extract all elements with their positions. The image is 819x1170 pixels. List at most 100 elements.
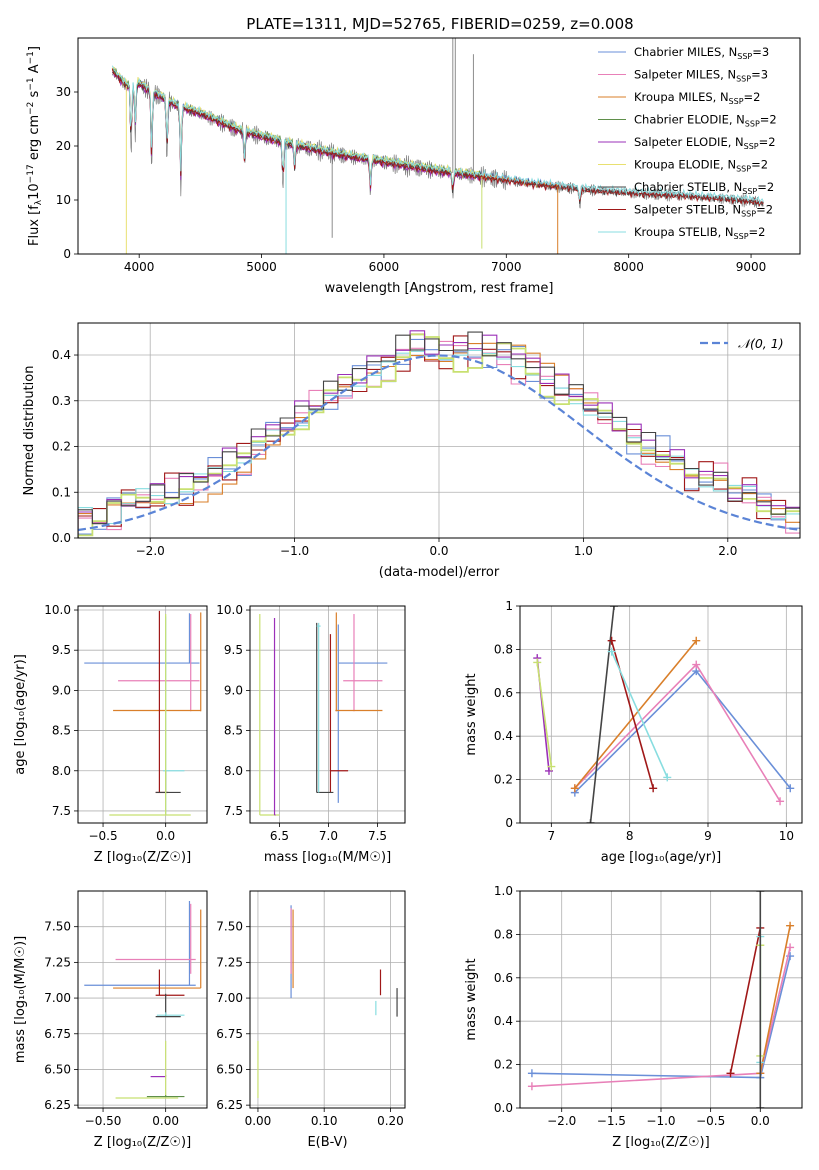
model-spectrum-kroupa-elodie	[111, 66, 483, 188]
weight-marker	[607, 636, 616, 645]
plot-area	[111, 38, 764, 254]
z-weight-panel: −2.0 −1.5 −1.0 −0.5 0.0 0.0 0.2 0.4 0.6 0.8 1.0 Z […	[464, 884, 803, 1150]
axes-frame	[249, 890, 406, 1109]
y-axis-label: mass [log₁₀(M/M☉)]	[13, 936, 28, 1063]
legend-subscript: SSP	[737, 52, 752, 61]
legend-text: Salpeter ELODIE, N	[634, 135, 744, 149]
y-tick-label: 6.50	[44, 1062, 71, 1076]
histogram-chabrier-stelib	[78, 331, 800, 538]
y-label-part: 10	[27, 183, 42, 200]
x-tick-label: −2.0	[547, 1114, 576, 1128]
model-spectrum-kroupa-miles	[111, 67, 559, 189]
y-label-part: erg cm	[27, 115, 42, 164]
weight-marker	[586, 819, 595, 823]
legend-tail: =2	[760, 113, 777, 127]
y-tick-label: 1	[505, 599, 513, 613]
x-tick-label: −1.5	[597, 1114, 626, 1128]
y-tick-label: 8.0	[224, 764, 243, 778]
y-tick-label: 6.25	[216, 1098, 243, 1112]
plot-area	[84, 900, 202, 1099]
y-tick-label: 0.4	[494, 1014, 513, 1028]
y-tick-label: 9.5	[224, 643, 243, 657]
mass-age-panel: 6.5 7.0 7.5 7.5 8.0 8.5 9.0 9.5 10.0 mass [log₁₀(…	[216, 603, 406, 865]
legend-tail: =2	[751, 158, 768, 172]
x-tick-label: 2.0	[718, 544, 737, 558]
y-tick-label: 7.5	[52, 804, 71, 818]
x-tick-label: 0.20	[377, 1114, 404, 1128]
y-tick-label: 30	[56, 85, 71, 99]
weight-marker	[786, 943, 795, 952]
x-tick-label: 7	[548, 829, 556, 843]
legend-entry: Salpeter ELODIE, NSSP=2	[634, 135, 776, 151]
x-tick-label: 9000	[736, 260, 767, 274]
y-tick-label: 9.0	[52, 683, 71, 697]
gaussian-curve	[78, 354, 800, 532]
plot-area	[533, 606, 795, 823]
weight-marker	[607, 647, 616, 656]
y-tick-label: 0	[63, 247, 71, 261]
y-tick-label: 0.0	[494, 1101, 513, 1115]
y-label-part: A	[27, 64, 42, 77]
y-axis-label: age [log₁₀(age/yr)]	[13, 654, 28, 775]
x-axis-label: mass [log₁₀(M/M☉)]	[264, 850, 391, 865]
legend-subscript: SSP	[745, 120, 760, 129]
x-tick-label: 8	[626, 829, 634, 843]
x-tick-label: 0.0	[156, 829, 175, 843]
legend-entry: 𝒩(0, 1)	[738, 336, 784, 351]
y-tick-label: 6.50	[216, 1062, 243, 1076]
y-tick-label: 7.5	[224, 804, 243, 818]
z-mass-panel: −0.50 0.00 6.25 6.50 6.75 7.00 7.25 7.50 Z [log₁…	[13, 890, 208, 1150]
weight-line-kroupa-miles	[759, 925, 791, 1074]
weight-line-chabrier-miles	[574, 669, 791, 794]
legend-entry: Salpeter STELIB, NSSP=2	[634, 203, 773, 219]
y-tick-label: 7.00	[216, 991, 243, 1005]
y-tick-label: 0.2	[52, 440, 71, 454]
legend-subscript: SSP	[742, 187, 757, 196]
legend-text: Chabrier MILES, N	[634, 45, 737, 59]
y-tick-label: 9.0	[224, 683, 243, 697]
y-tick-label: 7.25	[44, 955, 71, 969]
axes-frame	[77, 605, 208, 824]
legend-entry: Kroupa ELODIE, NSSP=2	[634, 158, 768, 174]
x-tick-label: 0.0	[751, 1114, 770, 1128]
y-tick-label: 7.50	[44, 920, 71, 934]
weight-line-kroupa-elodie	[536, 662, 553, 767]
weight-marker	[756, 1104, 765, 1108]
y-tick-label: 0.2	[494, 773, 513, 787]
x-tick-label: 0.00	[245, 1114, 272, 1128]
plot-area	[259, 612, 388, 816]
weight-line-salpeter-stelib	[729, 927, 762, 1074]
y-tick-label: 1.0	[494, 884, 513, 898]
weight-marker	[544, 766, 553, 775]
x-axis-label: (data-model)/error	[379, 565, 500, 580]
legend-entry: Kroupa STELIB, NSSP=2	[634, 225, 765, 241]
weight-marker	[692, 636, 701, 645]
legend-text: Salpeter STELIB, N	[634, 203, 741, 217]
y-label-part: ]	[27, 46, 42, 51]
x-tick-label: 5000	[246, 260, 277, 274]
y-label-part: −17	[26, 164, 36, 183]
model-spectrum-salpeter-stelib	[111, 68, 764, 207]
x-axis-label: age [log₁₀(age/yr)]	[601, 850, 722, 865]
y-tick-label: 7.50	[216, 920, 243, 934]
x-tick-label: −1.0	[280, 544, 309, 558]
x-tick-label: 0.00	[152, 1114, 179, 1128]
figure-title: PLATE=1311, MJD=52765, FIBERID=0259, z=0…	[246, 15, 633, 33]
y-tick-label: 10.0	[44, 603, 71, 617]
axes-frame	[77, 890, 208, 1109]
x-axis-label: wavelength [Angstrom, rest frame]	[325, 281, 554, 296]
y-tick-label: 0.6	[494, 971, 513, 985]
legend-tail: =2	[744, 90, 761, 104]
y-tick-label: 6.75	[216, 1027, 243, 1041]
plot-area	[78, 330, 800, 538]
y-tick-label: 6.75	[44, 1027, 71, 1041]
histogram-kroupa-elodie	[78, 333, 800, 538]
z-age-panel: −0.5 0.0 7.5 8.0 8.5 9.0 9.5 10.0 Z [log₁₀(Z/Z☉)…	[13, 603, 208, 865]
weight-marker	[692, 660, 701, 669]
y-tick-label: 8.5	[52, 724, 71, 738]
x-tick-label: 4000	[124, 260, 155, 274]
legend-subscript: SSP	[744, 142, 759, 151]
y-tick-label: 0.8	[494, 927, 513, 941]
weight-marker	[786, 784, 795, 793]
